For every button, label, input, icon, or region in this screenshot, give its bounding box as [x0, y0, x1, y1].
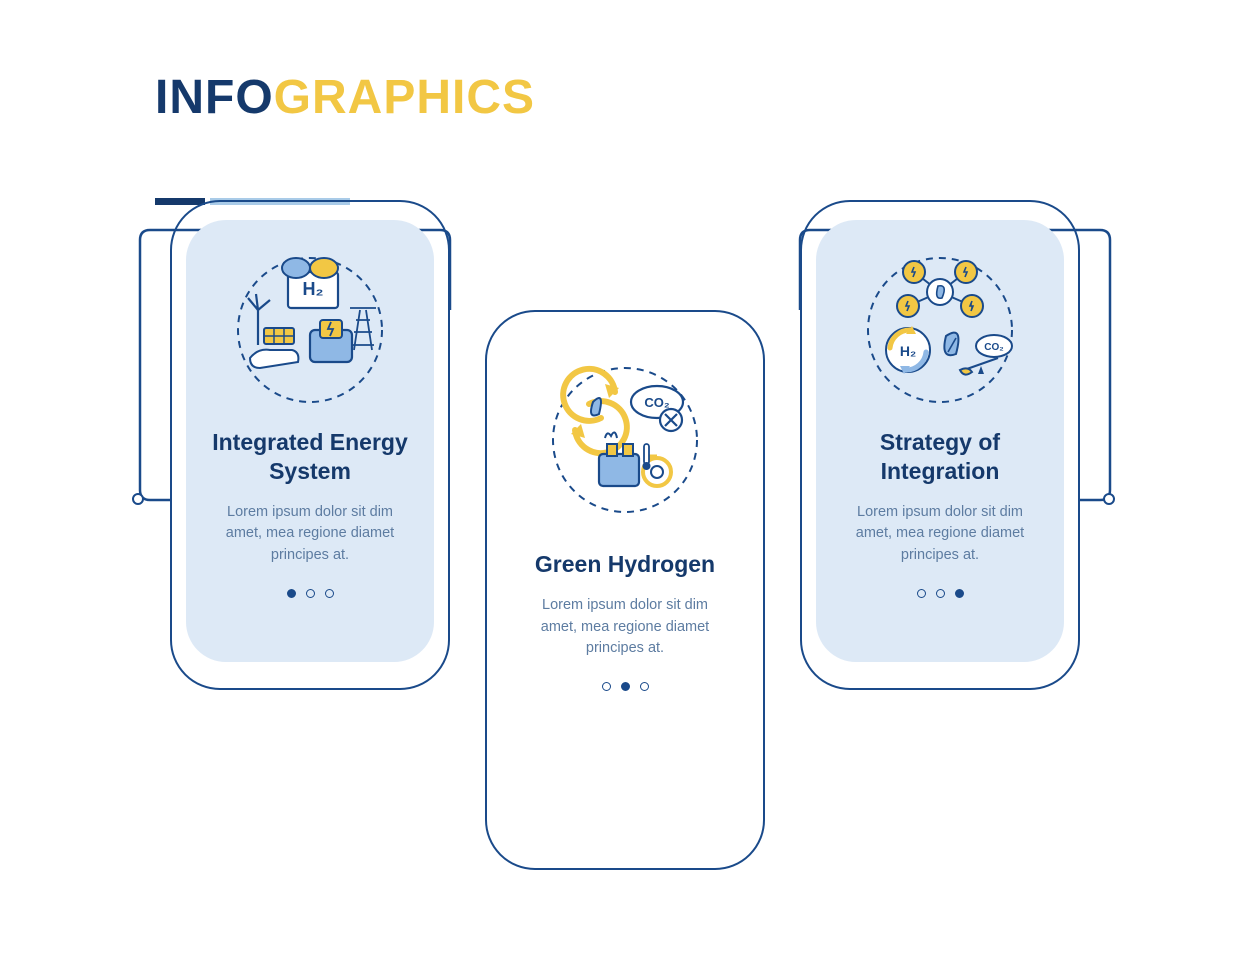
cards-stage: H₂ [0, 200, 1249, 920]
dot-1 [602, 682, 611, 691]
connector-dot-left [132, 493, 144, 505]
infographic-title: INFOGRAPHICS [155, 70, 535, 125]
energy-system-icon: H₂ [230, 250, 390, 410]
pagination-dots [204, 589, 416, 598]
dot-1 [287, 589, 296, 598]
green-hydrogen-icon: CO₂ [545, 360, 705, 520]
card-integrated-energy: H₂ [170, 200, 450, 690]
pagination-dots [834, 589, 1046, 598]
card-body: Lorem ipsum dolor sit dim amet, mea regi… [519, 595, 731, 660]
dot-2 [936, 589, 945, 598]
card-body: Lorem ipsum dolor sit dim amet, mea regi… [204, 502, 416, 567]
card-strategy-integration: H₂ CO₂ Strategy of Integration Lorem ips… [800, 200, 1080, 690]
title-part-1: INFO [155, 71, 274, 124]
card-body: Lorem ipsum dolor sit dim amet, mea regi… [834, 502, 1046, 567]
dot-1 [917, 589, 926, 598]
dot-3 [325, 589, 334, 598]
connector-dot-right [1103, 493, 1115, 505]
card-title: Strategy of Integration [834, 428, 1046, 486]
card-green-hydrogen: CO₂ Green Hydrogen [485, 310, 765, 870]
card-title: Integrated Energy System [204, 428, 416, 486]
svg-text:CO₂: CO₂ [644, 395, 670, 410]
svg-text:CO₂: CO₂ [984, 342, 1003, 353]
card-title: Green Hydrogen [519, 550, 731, 579]
dot-3 [640, 682, 649, 691]
dot-3 [955, 589, 964, 598]
dot-2 [621, 682, 630, 691]
svg-text:H₂: H₂ [900, 343, 916, 359]
svg-text:H₂: H₂ [303, 279, 324, 299]
dot-2 [306, 589, 315, 598]
pagination-dots [519, 682, 731, 691]
strategy-integration-icon: H₂ CO₂ [860, 250, 1020, 410]
title-part-2: GRAPHICS [274, 71, 535, 124]
